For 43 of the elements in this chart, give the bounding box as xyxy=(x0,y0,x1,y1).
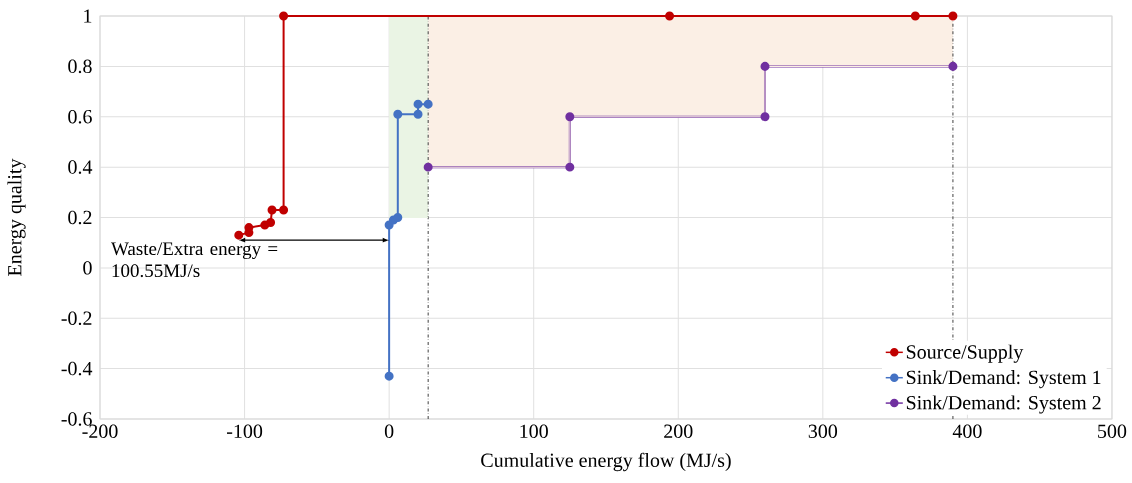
y-tick-label: 0.4 xyxy=(68,160,93,174)
y-tick-label: 0.2 xyxy=(68,210,92,225)
y-tick-label: -0.2 xyxy=(61,311,92,326)
point xyxy=(760,61,770,71)
point xyxy=(413,109,423,119)
legend-label: Sink/Demand: System 1 xyxy=(906,370,1101,389)
point xyxy=(948,61,958,71)
point xyxy=(393,213,403,222)
point xyxy=(665,11,675,21)
point xyxy=(234,230,244,240)
y-tick-label: 1 xyxy=(84,9,92,23)
legend-label: Source/Supply xyxy=(906,344,1024,363)
x-tick-label: 0 xyxy=(384,424,394,439)
y-axis-title: Energy quality xyxy=(7,158,26,276)
x-tick-label: 500 xyxy=(1098,424,1127,439)
point xyxy=(565,162,575,172)
point xyxy=(266,218,276,228)
y-tick-label: 0 xyxy=(83,261,92,275)
point xyxy=(384,371,394,381)
x-axis-title: Cumulative energy flow (MJ/s) xyxy=(481,452,731,472)
x-tick-label: -100 xyxy=(226,424,263,439)
y-tick-label: -0.6 xyxy=(61,412,92,426)
x-tick-label: -200 xyxy=(82,424,118,439)
point xyxy=(910,11,920,21)
point xyxy=(423,162,433,172)
point xyxy=(413,99,423,109)
point xyxy=(565,112,575,122)
point xyxy=(279,11,289,21)
x-tick-label: 200 xyxy=(664,424,693,439)
annotation: Waste/Extra energy = 100.55MJ/s xyxy=(111,242,278,278)
point xyxy=(279,205,289,215)
point xyxy=(267,205,277,215)
point xyxy=(393,109,403,119)
x-tick-label: 100 xyxy=(520,424,548,439)
point xyxy=(760,112,770,122)
legend-label: Sink/Demand: System 2 xyxy=(906,395,1101,414)
point xyxy=(948,11,958,21)
y-tick-label: -0.4 xyxy=(61,361,93,376)
y-tick-label: 0.8 xyxy=(68,59,92,74)
x-tick-label: 400 xyxy=(952,424,982,439)
y-tick-label: 0.6 xyxy=(68,109,92,124)
x-tick-label: 300 xyxy=(808,424,838,439)
point xyxy=(423,99,433,109)
